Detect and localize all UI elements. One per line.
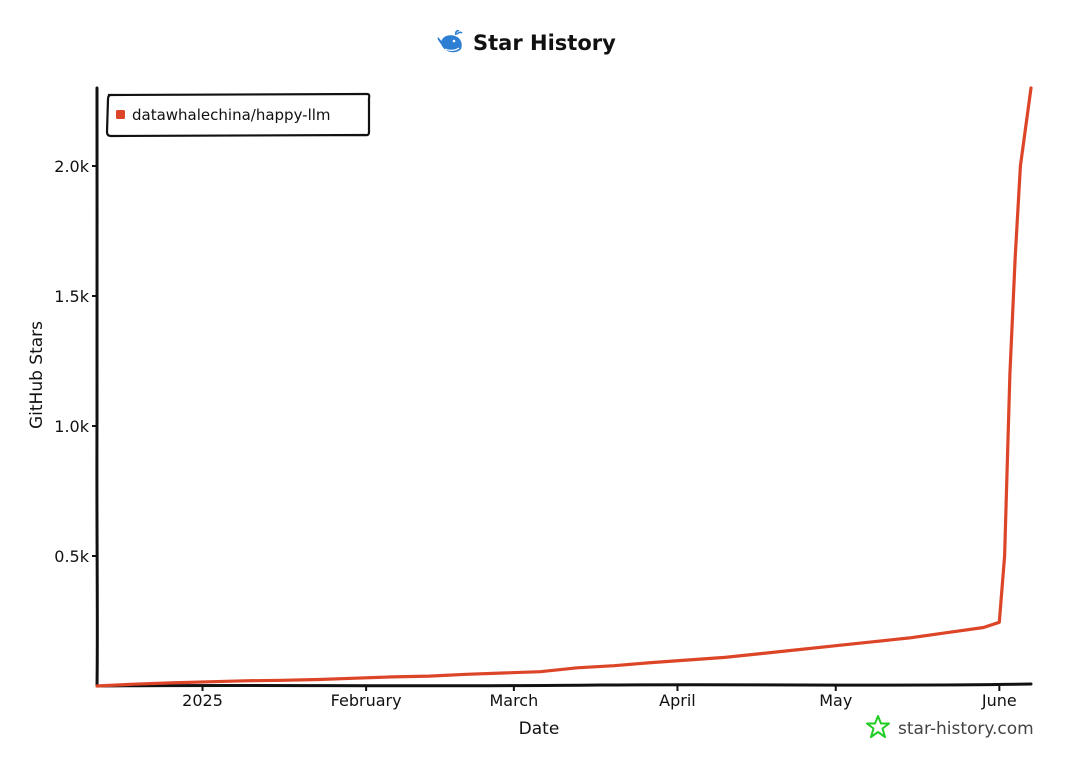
series-layer (95, 86, 1033, 688)
watermark: star-history.com (866, 715, 1034, 739)
chart-title-group: Star History (437, 29, 616, 55)
x-tick-label: 2025 (182, 691, 223, 710)
whale-icon (437, 29, 463, 53)
y-tick-label: 1.5k (54, 287, 89, 306)
x-tick-label: March (489, 691, 538, 710)
x-tick-label: February (331, 691, 402, 710)
legend-box (105, 92, 371, 138)
x-tick-label: April (659, 691, 696, 710)
x-axis-label: Date (519, 719, 560, 739)
legend-swatch (116, 110, 125, 119)
y-ticks: 0.5k 1.0k 1.5k 2.0k (54, 157, 97, 566)
legend: datawhalechina/happy-llm (105, 92, 371, 138)
legend-label: datawhalechina/happy-llm (132, 106, 331, 124)
y-tick-label: 2.0k (54, 157, 89, 176)
x-axis-line (95, 682, 1033, 688)
watermark-text: star-history.com (898, 719, 1034, 739)
y-axis-label: GitHub Stars (27, 321, 47, 429)
star-icon (866, 715, 890, 738)
chart-title: Star History (473, 31, 616, 55)
y-tick-label: 1.0k (54, 417, 89, 436)
x-tick-label: May (819, 691, 852, 710)
x-ticks: 2025 February March April May June (182, 686, 1017, 710)
y-tick-label: 0.5k (54, 547, 89, 566)
x-tick-label: June (981, 691, 1017, 710)
series-line (95, 86, 1033, 688)
